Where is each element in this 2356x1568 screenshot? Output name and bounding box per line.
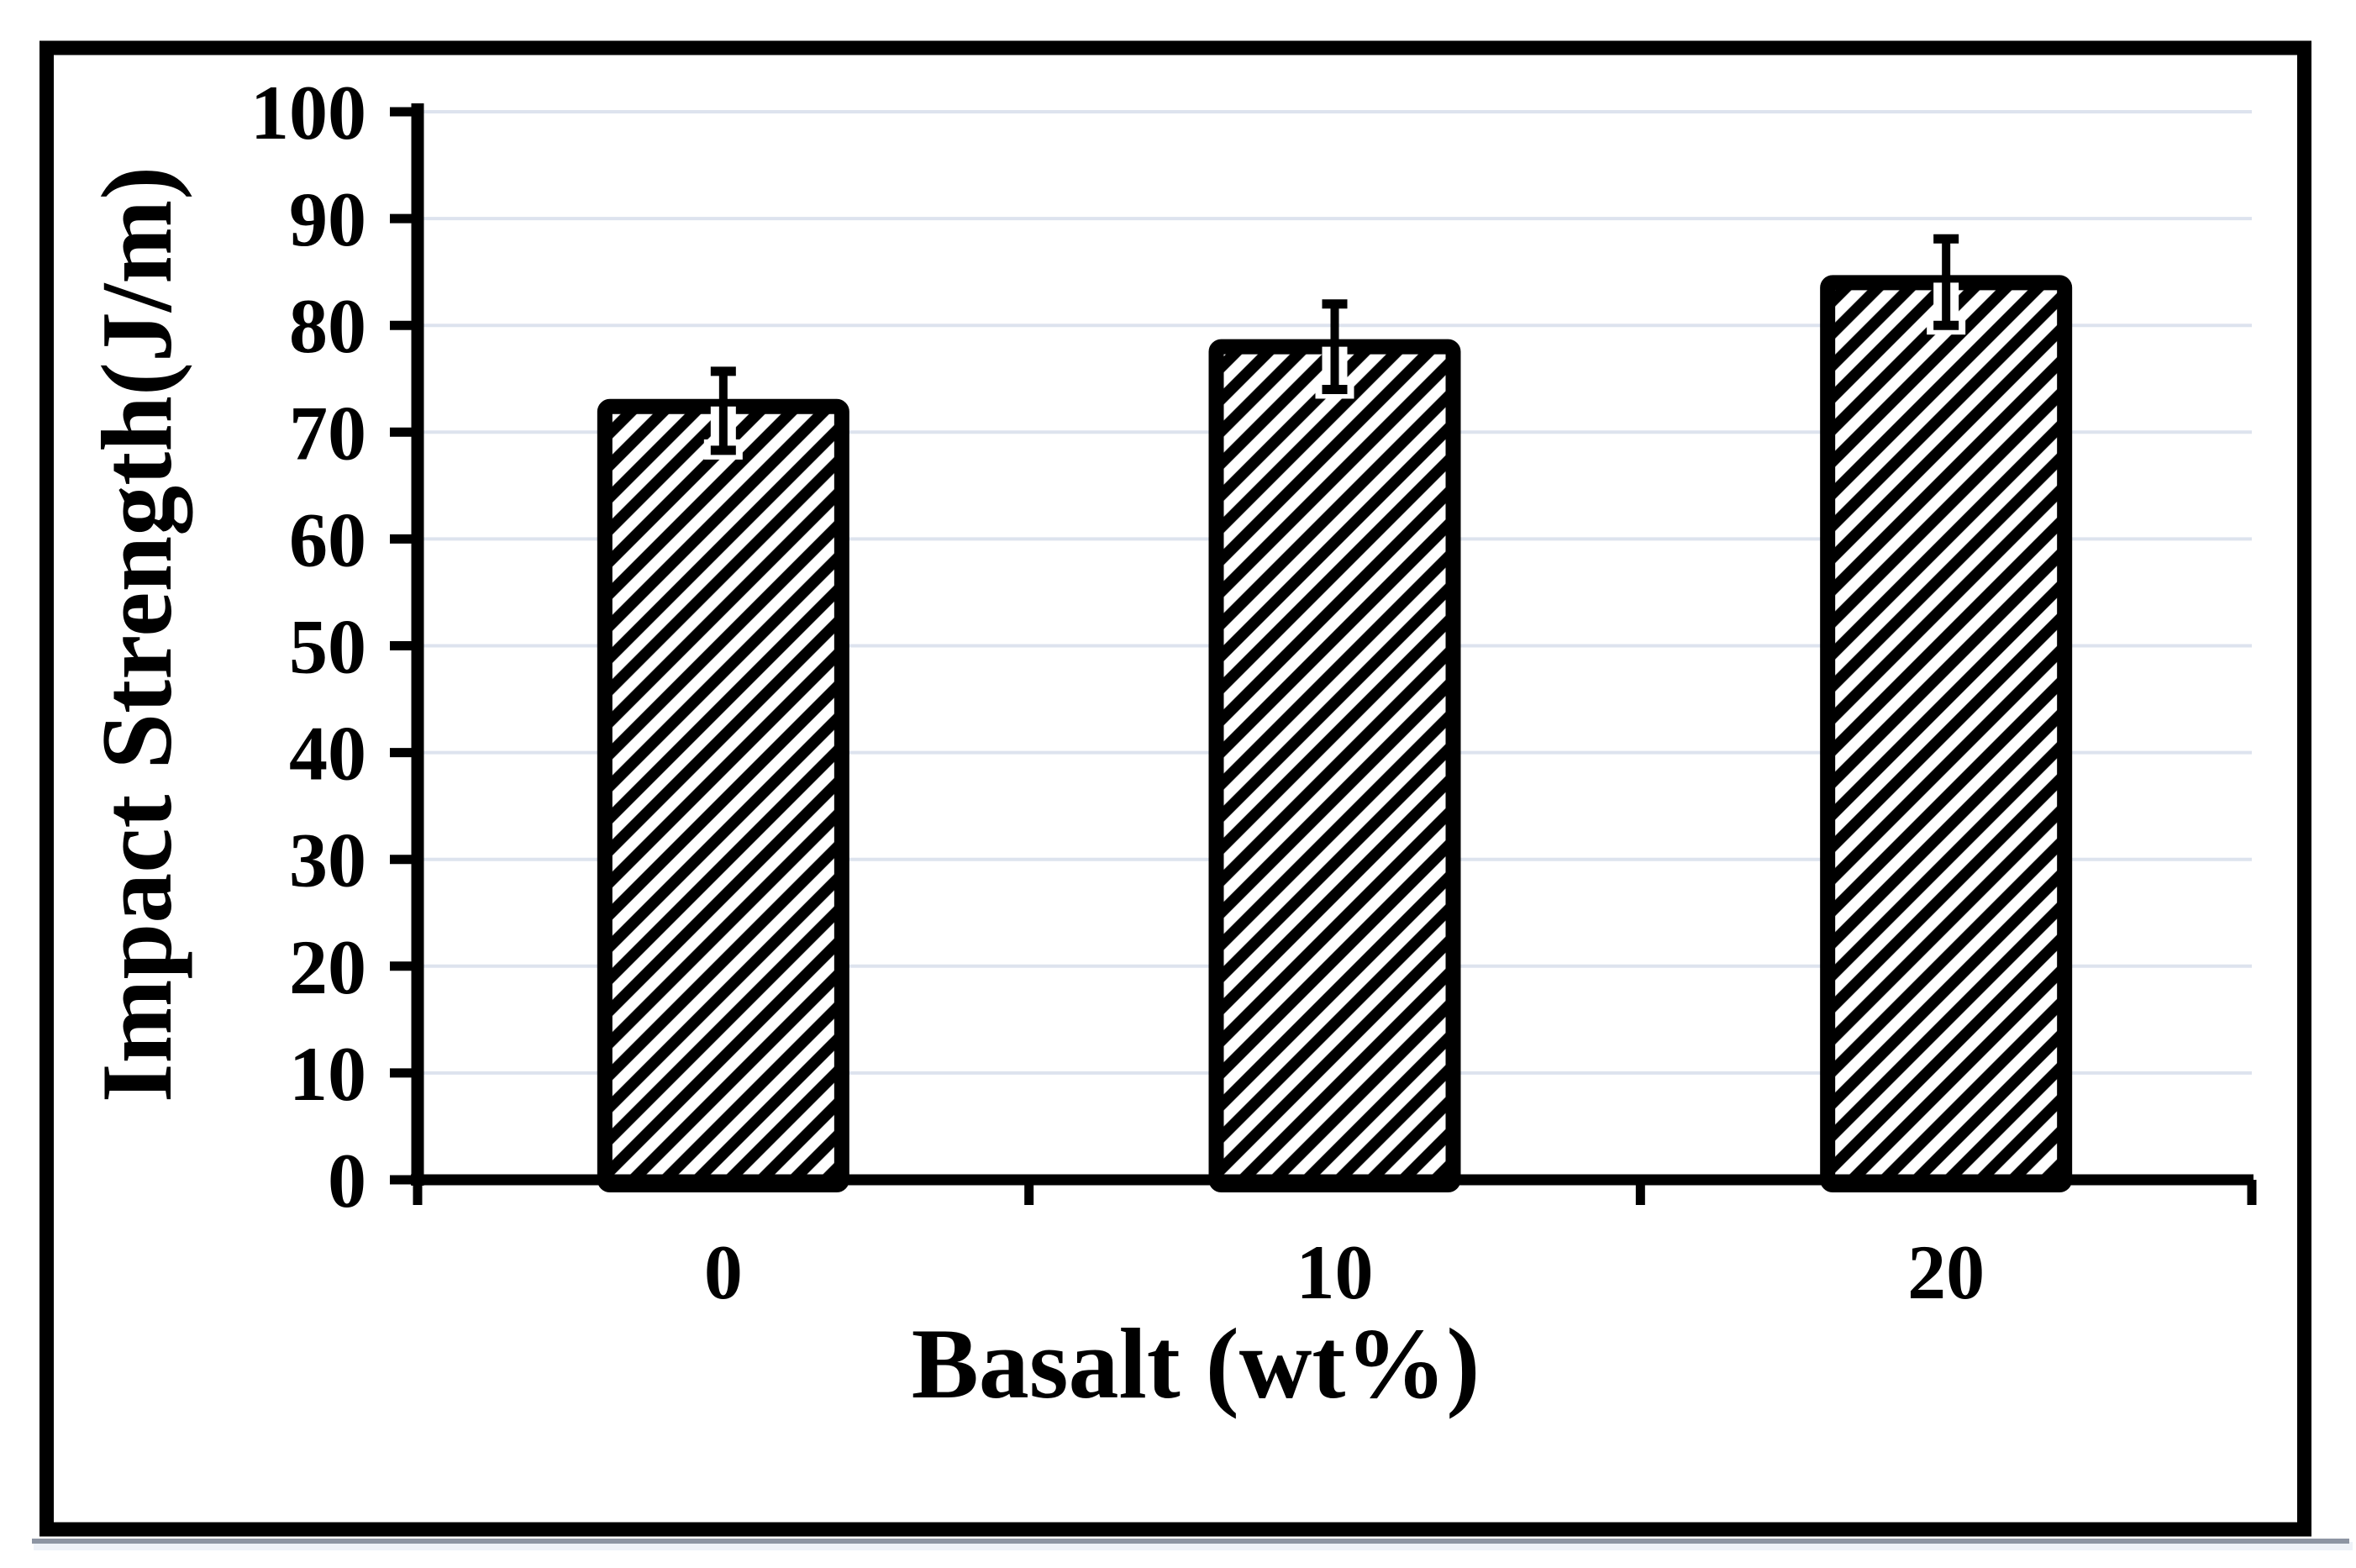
y-tick-label-80: 80 [289, 283, 366, 369]
x-tick-label-10: 10 [1296, 1229, 1374, 1315]
bar-0 [597, 398, 849, 1192]
bar-20 [1820, 275, 2073, 1192]
bar-10 [1208, 339, 1461, 1192]
y-tick-label-10: 10 [289, 1031, 366, 1117]
y-tick-label-100: 100 [250, 70, 366, 155]
x-tick-label-0: 0 [704, 1229, 743, 1315]
y-tick-label-60: 60 [289, 497, 366, 582]
y-tick-label-40: 40 [289, 711, 366, 797]
y-tick-label-20: 20 [289, 924, 366, 1010]
y-tick-label-90: 90 [289, 176, 366, 262]
y-tick-label-30: 30 [289, 818, 366, 903]
x-tick-label-20: 20 [1907, 1229, 1985, 1315]
y-tick-label-70: 70 [289, 390, 366, 476]
x-axis-title: Basalt (wt%) [912, 1308, 1480, 1419]
figure-border [39, 40, 2311, 1537]
y-tick-label-0: 0 [328, 1138, 366, 1223]
y-axis-title: Impact Strength(J/m) [81, 166, 193, 1102]
y-tick-label-50: 50 [289, 604, 366, 690]
